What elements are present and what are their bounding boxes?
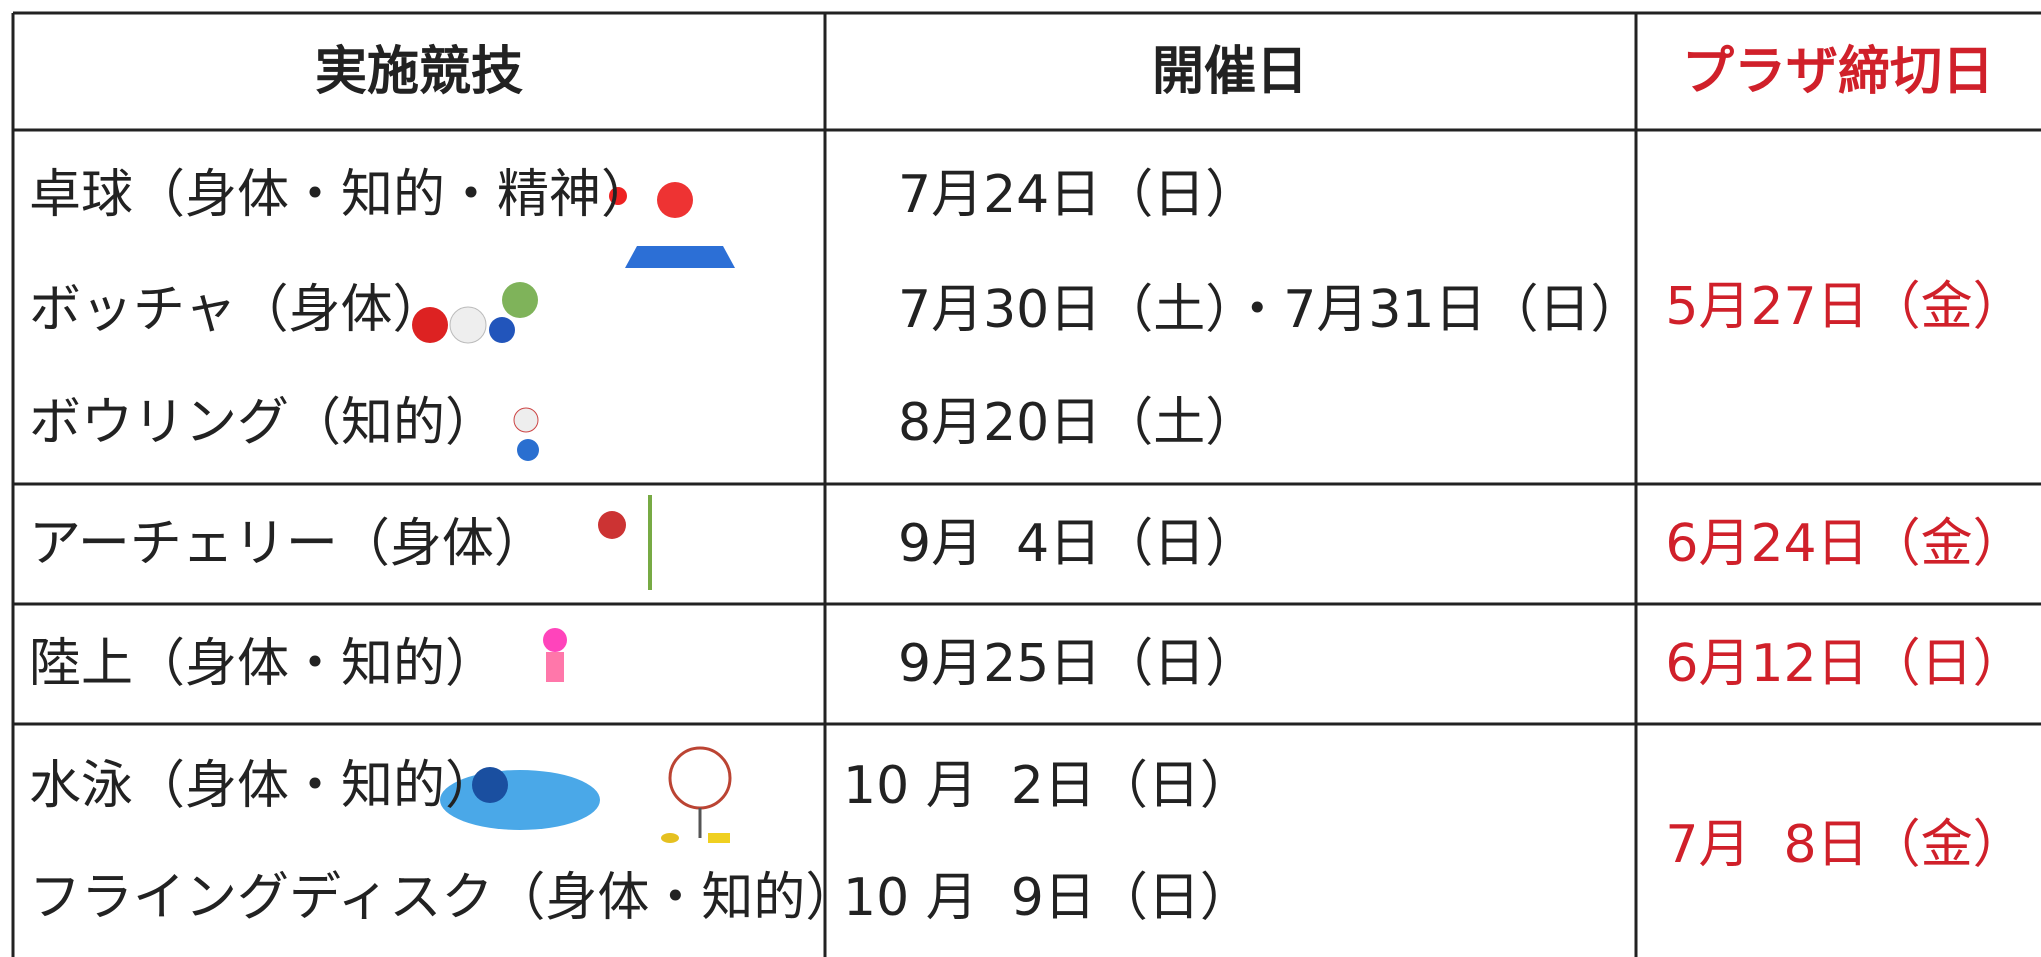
header-cell: 開催日: [1151, 42, 1309, 102]
deadline: 6月12日（日）: [1665, 634, 2025, 694]
event-date: 7月30日（土）・7月31日（日）: [898, 280, 1643, 340]
event-date: 7月24日（日）: [898, 165, 1258, 225]
sport-name: 水泳（身体・知的）: [29, 756, 498, 816]
sport-name: ボウリング（知的）: [29, 393, 498, 453]
header-cell: プラザ締切日: [1681, 42, 1995, 102]
deadline: 6月24日（金）: [1665, 514, 2025, 574]
sport-name: ボッチャ（身体）: [29, 280, 445, 340]
event-date: 8月20日（土）: [898, 393, 1258, 453]
header-cell: 実施競技: [314, 42, 524, 102]
event-date: 10 月 9日（日）: [843, 868, 1252, 928]
illustrations: [412, 182, 735, 843]
event-date: 9月25日（日）: [898, 634, 1258, 694]
sport-name: フライングディスク（身体・知的）: [29, 868, 858, 928]
sport-name: 卓球（身体・知的・精神）: [29, 165, 654, 225]
deadline: 5月27日（金）: [1665, 277, 2025, 337]
sport-name: アーチェリー（身体）: [29, 514, 546, 574]
event-date: 10 月 2日（日）: [843, 756, 1252, 816]
sport-name: 陸上（身体・知的）: [29, 634, 498, 694]
event-date: 9月 4日（日）: [898, 514, 1258, 574]
deadline: 7月 8日（金）: [1665, 815, 2025, 875]
